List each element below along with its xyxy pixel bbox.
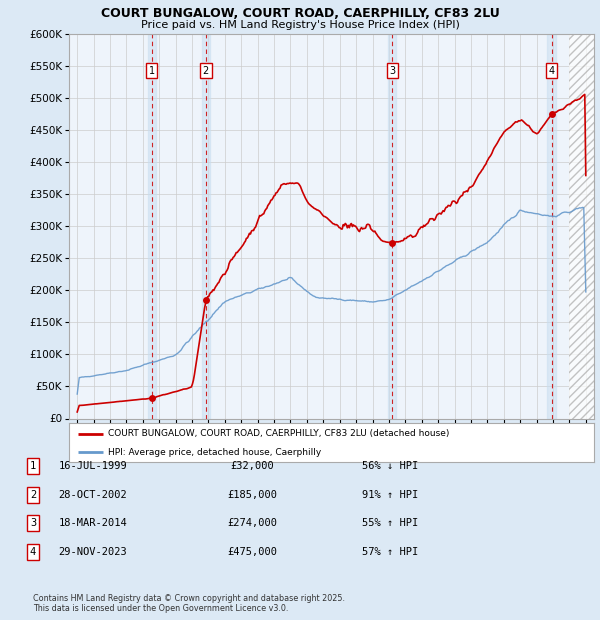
Text: 4: 4 bbox=[548, 66, 554, 76]
Text: 57% ↑ HPI: 57% ↑ HPI bbox=[362, 547, 418, 557]
Bar bbox=[202, 34, 210, 418]
Text: 3: 3 bbox=[30, 518, 36, 528]
Text: 2: 2 bbox=[30, 490, 36, 500]
Text: 56% ↓ HPI: 56% ↓ HPI bbox=[362, 461, 418, 471]
Text: COURT BUNGALOW, COURT ROAD, CAERPHILLY, CF83 2LU: COURT BUNGALOW, COURT ROAD, CAERPHILLY, … bbox=[101, 7, 499, 20]
Text: Contains HM Land Registry data © Crown copyright and database right 2025.
This d: Contains HM Land Registry data © Crown c… bbox=[33, 594, 345, 613]
Text: Price paid vs. HM Land Registry's House Price Index (HPI): Price paid vs. HM Land Registry's House … bbox=[140, 20, 460, 30]
Text: 4: 4 bbox=[30, 547, 36, 557]
Bar bbox=[547, 34, 556, 418]
Text: 2: 2 bbox=[203, 66, 209, 76]
Text: 28-OCT-2002: 28-OCT-2002 bbox=[59, 490, 127, 500]
Text: 29-NOV-2023: 29-NOV-2023 bbox=[59, 547, 127, 557]
Text: £475,000: £475,000 bbox=[227, 547, 277, 557]
Text: 1: 1 bbox=[149, 66, 155, 76]
Text: 16-JUL-1999: 16-JUL-1999 bbox=[59, 461, 127, 471]
Text: 3: 3 bbox=[389, 66, 395, 76]
Text: HPI: Average price, detached house, Caerphilly: HPI: Average price, detached house, Caer… bbox=[109, 448, 322, 457]
Bar bbox=[148, 34, 156, 418]
Text: £274,000: £274,000 bbox=[227, 518, 277, 528]
Text: 18-MAR-2014: 18-MAR-2014 bbox=[59, 518, 127, 528]
Text: 91% ↑ HPI: 91% ↑ HPI bbox=[362, 490, 418, 500]
Text: £185,000: £185,000 bbox=[227, 490, 277, 500]
Bar bbox=[569, 34, 594, 418]
Text: £32,000: £32,000 bbox=[230, 461, 274, 471]
Text: 55% ↑ HPI: 55% ↑ HPI bbox=[362, 518, 418, 528]
Bar bbox=[388, 34, 397, 418]
Text: COURT BUNGALOW, COURT ROAD, CAERPHILLY, CF83 2LU (detached house): COURT BUNGALOW, COURT ROAD, CAERPHILLY, … bbox=[109, 429, 450, 438]
Text: 1: 1 bbox=[30, 461, 36, 471]
Bar bbox=[569, 34, 594, 418]
